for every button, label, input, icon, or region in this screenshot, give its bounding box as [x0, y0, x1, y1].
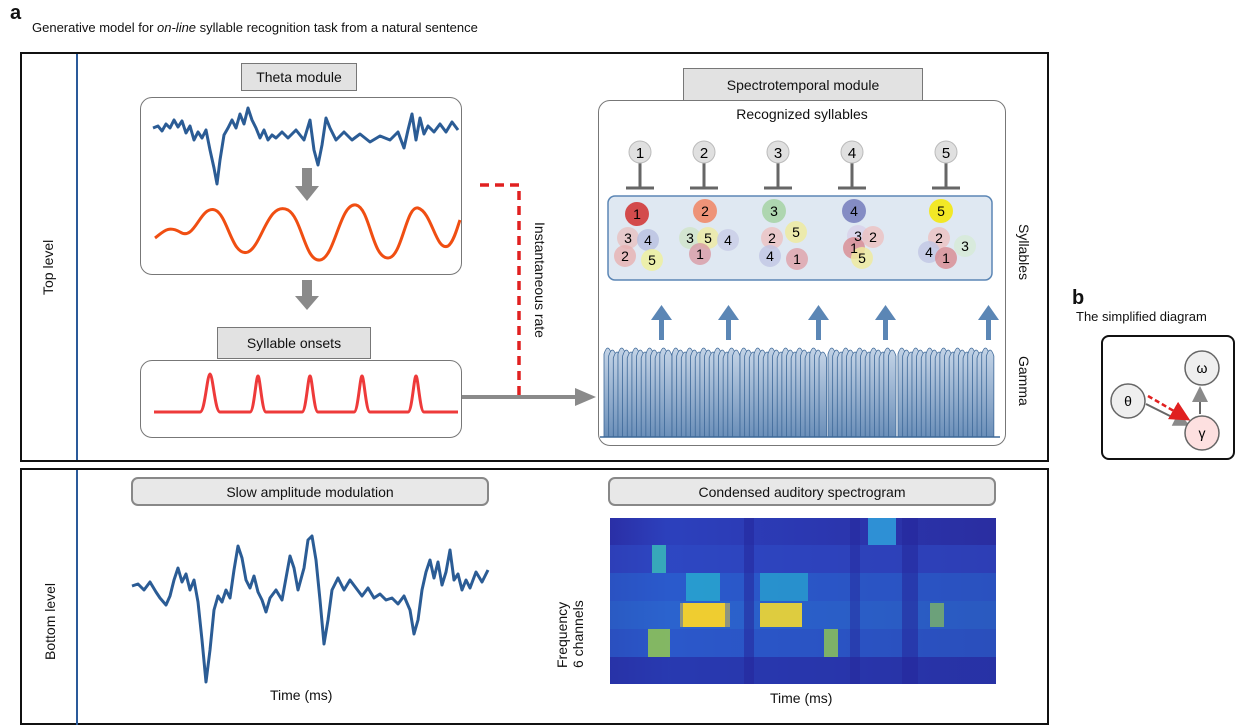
recognized-syllable-pins: 1 2 3 4 5 [626, 140, 960, 190]
cluster-5-b: 4 [925, 244, 933, 260]
onset-spikes [154, 372, 458, 414]
slow-am-title: Slow amplitude modulation [131, 477, 489, 506]
up-arrow-1 [651, 305, 672, 340]
panel-b-caption: The simplified diagram [1076, 309, 1207, 324]
theta-down-arrow-2 [295, 280, 319, 310]
cluster-5-a: 2 [935, 230, 943, 246]
cluster-5-c: 3 [961, 238, 969, 254]
caption-post: syllable recognition task from a natural… [196, 20, 478, 35]
cluster-1-c: 2 [621, 248, 629, 264]
pin-1: 1 [626, 140, 654, 190]
simplified-diagram-box [1101, 335, 1235, 460]
bottom-level-divider [76, 470, 78, 725]
syllable-onsets-title: Syllable onsets [217, 327, 371, 359]
up-arrow-2 [718, 305, 739, 340]
time-label-right: Time (ms) [770, 690, 833, 706]
recognized-syllables-label: Recognized syllables [736, 106, 868, 122]
time-label-left: Time (ms) [270, 687, 333, 703]
syllable-cluster-1: 1 3 4 2 5 [614, 202, 663, 271]
pin-2: 2 [690, 140, 718, 190]
cluster-4-d: 5 [858, 250, 866, 266]
pin-3-label: 3 [774, 145, 782, 162]
theta-to-gamma-arrow [1145, 403, 1190, 426]
cluster-3-c: 4 [766, 248, 774, 264]
syllable-clusters: 1 3 4 2 5 2 3 5 4 1 3 2 5 [614, 199, 976, 271]
cluster-3-b: 5 [792, 224, 800, 240]
cluster-4-a: 3 [854, 228, 862, 244]
pin-3: 3 [764, 140, 792, 190]
top-level-frame [20, 52, 1049, 462]
cluster-2-d: 1 [696, 246, 704, 262]
omega-node-label: ω [1197, 360, 1208, 376]
gamma-node [1184, 415, 1220, 451]
onsets-to-gamma-arrow [462, 388, 596, 406]
cluster-4-b: 2 [869, 229, 877, 245]
cluster-2-a: 3 [686, 230, 694, 246]
bottom-level-frame [20, 468, 1049, 725]
panel-a-caption: Generative model for on-line syllable re… [32, 20, 478, 35]
pin-2-label: 2 [700, 145, 708, 162]
up-arrow-5 [978, 305, 999, 340]
cluster-1-top: 1 [633, 206, 641, 222]
theta-node [1110, 383, 1146, 419]
theta-down-arrow-1 [295, 168, 319, 201]
pin-4-label: 4 [848, 145, 856, 162]
panel-b-letter: b [1072, 287, 1085, 309]
syllable-cluster-2: 2 3 5 4 1 [679, 199, 739, 265]
theta-node-label: θ [1124, 393, 1132, 409]
syllable-cluster-3: 3 2 5 4 1 [759, 199, 808, 270]
syllable-cluster-4: 4 3 2 1 5 [842, 199, 884, 269]
gamma-cycle [732, 349, 741, 437]
cluster-2-c: 4 [724, 232, 732, 248]
caption-em: on-line [157, 20, 197, 35]
spectrotemporal-module-title: Spectrotemporal module [683, 68, 923, 101]
gamma-cycle [664, 349, 673, 437]
cluster-3-top: 3 [770, 203, 778, 219]
gamma-cycle [818, 351, 827, 437]
panel-a-letter: a [10, 2, 22, 24]
cluster-4-top: 4 [850, 203, 858, 219]
theta-input-signal [152, 106, 460, 186]
cluster-1-b: 4 [644, 232, 652, 248]
cluster-2-top: 2 [701, 203, 709, 219]
gamma-cycle [985, 349, 995, 437]
cluster-3-a: 2 [768, 230, 776, 246]
pin-5: 5 [932, 140, 960, 190]
syllable-onsets-box [140, 360, 462, 438]
slow-amplitude-signal [131, 534, 490, 684]
up-arrow-4 [875, 305, 896, 340]
cluster-3-d: 1 [793, 251, 801, 267]
gamma-oscillations [603, 347, 995, 437]
pin-5-label: 5 [942, 145, 950, 162]
top-level-divider [76, 54, 78, 460]
cluster-4-c: 1 [850, 240, 858, 256]
theta-oscillation [154, 203, 462, 262]
omega-node [1184, 350, 1220, 386]
gamma-node-label: γ [1199, 425, 1206, 441]
caption-pre: Generative model for [32, 20, 158, 35]
syllable-cluster-5: 5 2 4 3 1 [918, 199, 976, 269]
instantaneous-rate-dashed-line [480, 183, 521, 397]
cluster-1-d: 5 [648, 252, 656, 268]
cluster-2-b: 5 [704, 230, 712, 246]
gamma-to-syllable-arrows [651, 305, 999, 340]
spectrogram-title: Condensed auditory spectrogram [608, 477, 996, 506]
gamma-cycle [888, 349, 897, 437]
cluster-1-a: 3 [624, 230, 632, 246]
cluster-5-top: 5 [937, 203, 945, 219]
theta-module-title: Theta module [241, 63, 357, 91]
up-arrow-3 [808, 305, 829, 340]
pin-4: 4 [838, 140, 866, 190]
pin-1-label: 1 [636, 145, 644, 162]
cluster-5-d: 1 [942, 250, 950, 266]
simplified-diagram: θ ω γ [1110, 350, 1220, 451]
spectrogram-heatmap [610, 518, 996, 684]
theta-to-gamma-dashed-arrow [1147, 394, 1191, 421]
